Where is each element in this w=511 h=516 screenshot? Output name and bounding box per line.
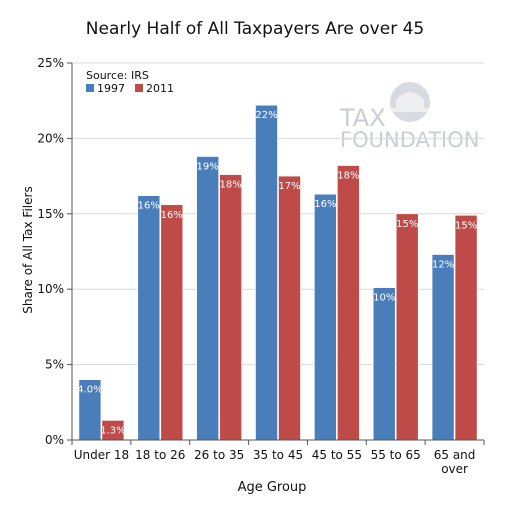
data-label-2011: 18% (220, 180, 242, 191)
bar-2011 (454, 215, 478, 441)
y-tick-label: 5% (45, 358, 64, 372)
bar-2011 (160, 204, 184, 441)
capitol-dome-icon (392, 92, 428, 112)
bar-2011 (337, 165, 360, 441)
data-label-1997: 4.0% (77, 385, 102, 396)
y-tick-label: 0% (45, 433, 64, 447)
x-tick-label: Under 18 (74, 448, 129, 462)
legend: 1997 2011 (86, 82, 174, 95)
x-tick-label: 65 and over (434, 448, 476, 476)
data-label-1997: 16% (314, 199, 336, 210)
watermark: TAX FOUNDATION (339, 82, 479, 152)
y-tick-label: 10% (37, 282, 64, 296)
data-labels: 4.0% 16% 19% 22% 16% 10% 12% 1.3% 16% 18% 17% 18% 15… (77, 110, 477, 436)
x-tick-label: 55 to 65 (371, 448, 421, 462)
source-note: Source: IRS (86, 69, 149, 82)
bar-1997 (431, 254, 455, 441)
data-label-2011: 15% (396, 219, 418, 230)
watermark-text-bottom: FOUNDATION (340, 128, 479, 152)
x-tick-label: 45 to 55 (312, 448, 362, 462)
y-axis-label: Share of All Tax Filers (21, 186, 35, 313)
bar-1997 (314, 193, 337, 441)
legend-swatch-1997 (86, 84, 94, 92)
data-label-2011: 17% (278, 181, 300, 192)
data-label-2011: 16% (161, 210, 183, 221)
axes: 0% 5% 10% 15% 20% 25% Under 18 18 to 26 26 to 35… (37, 56, 485, 476)
y-tick-label: 15% (37, 207, 64, 221)
watermark-text-top: TAX (339, 104, 386, 132)
y-tick-label: 25% (37, 56, 64, 70)
x-tick-label: 26 to 35 (194, 448, 244, 462)
data-label-2011: 1.3% (100, 425, 125, 436)
data-label-1997: 10% (373, 293, 395, 304)
bar-1997 (137, 195, 161, 441)
data-label-2011: 15% (455, 220, 477, 231)
bar-2011 (395, 213, 419, 441)
x-tick-label: 18 to 26 (135, 448, 185, 462)
bar-2011 (278, 175, 301, 441)
bar-2011 (219, 174, 242, 441)
x-tick-label: 35 to 45 (253, 448, 303, 462)
legend-label-1997: 1997 (97, 82, 125, 95)
bar-1997 (196, 156, 219, 441)
data-label-1997: 22% (255, 110, 277, 121)
bar-1997 (255, 104, 278, 441)
chart-title: Nearly Half of All Taxpayers Are over 45 (86, 19, 424, 39)
bars (78, 104, 478, 441)
y-tick-label: 20% (37, 131, 64, 145)
data-label-2011: 18% (337, 171, 359, 182)
legend-label-2011: 2011 (146, 82, 174, 95)
data-label-1997: 16% (138, 201, 160, 212)
data-label-1997: 12% (432, 260, 454, 271)
bar-1997 (372, 287, 396, 441)
data-label-1997: 19% (197, 161, 219, 172)
x-axis-label: Age Group (238, 480, 307, 495)
legend-swatch-2011 (135, 84, 143, 92)
